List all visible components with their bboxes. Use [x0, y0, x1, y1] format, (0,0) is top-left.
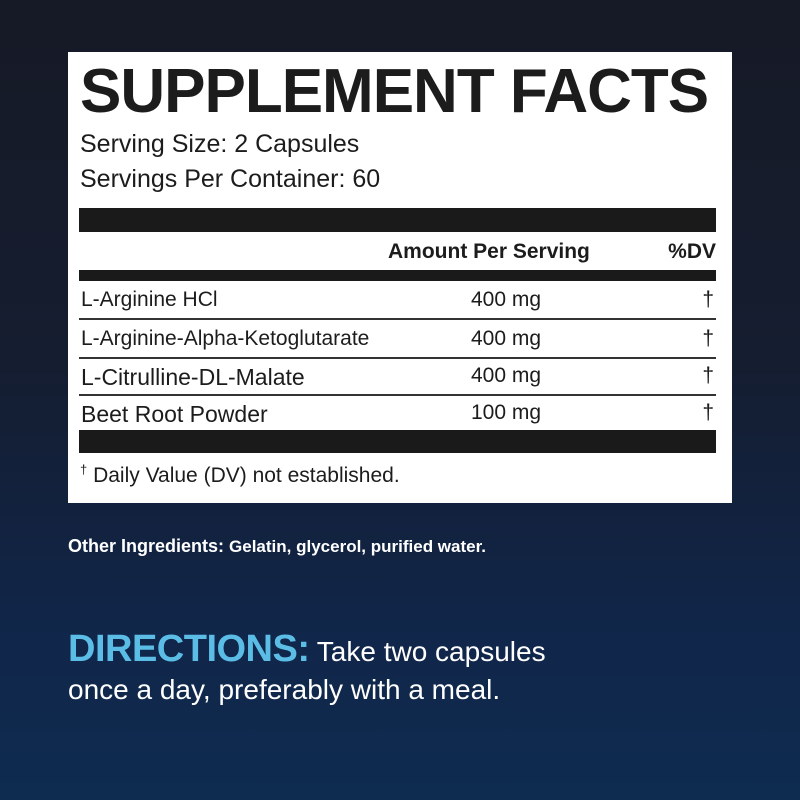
- ingredient-dv: †: [702, 327, 714, 350]
- ingredient-name: Beet Root Powder: [81, 401, 268, 427]
- other-ingredients: Other Ingredients: Gelatin, glycerol, pu…: [68, 536, 486, 557]
- directions-line1: Take two capsules: [316, 636, 546, 667]
- ingredient-dv: †: [702, 288, 714, 311]
- directions-line2: once a day, preferably with a meal.: [68, 674, 501, 705]
- header-amount: Amount Per Serving: [388, 240, 590, 263]
- supplement-facts-panel: SUPPLEMENT FACTS Serving Size: 2 Capsule…: [68, 52, 732, 503]
- ingredient-dv: †: [702, 364, 714, 387]
- ingredient-amount: 100 mg: [471, 401, 542, 424]
- table-row: L-Arginine HCl 400 mg †: [79, 281, 716, 320]
- footnote: † Daily Value (DV) not established.: [80, 462, 400, 488]
- ingredient-name: L-Arginine HCl: [81, 288, 218, 311]
- divider-bar: [79, 270, 716, 281]
- divider-bar: [79, 208, 716, 232]
- divider-bar: [79, 430, 716, 453]
- directions: DIRECTIONS: Take two capsules once a day…: [68, 630, 546, 709]
- ingredient-name: L-Arginine-Alpha-Ketoglutarate: [81, 327, 370, 350]
- table-row: L-Arginine-Alpha-Ketoglutarate 400 mg †: [79, 320, 716, 359]
- other-ingredients-value: Gelatin, glycerol, purified water.: [229, 537, 486, 556]
- ingredient-amount: 400 mg: [471, 364, 542, 387]
- ingredient-dv: †: [702, 401, 714, 424]
- directions-label: DIRECTIONS:: [68, 628, 310, 670]
- ingredient-name: L-Citrulline-DL-Malate: [81, 364, 305, 390]
- header-dv: %DV: [668, 240, 716, 263]
- serving-size: Serving Size: 2 Capsules: [80, 130, 360, 158]
- servings-per-container: Servings Per Container: 60: [80, 165, 381, 193]
- table-row: L-Citrulline-DL-Malate 400 mg †: [79, 357, 716, 396]
- panel-title: SUPPLEMENT FACTS: [80, 57, 709, 126]
- ingredient-amount: 400 mg: [471, 288, 542, 311]
- ingredient-amount: 400 mg: [471, 327, 542, 350]
- table-row: Beet Root Powder 100 mg †: [79, 394, 716, 431]
- footnote-mark: †: [80, 462, 88, 477]
- footnote-text: Daily Value (DV) not established.: [93, 464, 400, 487]
- other-ingredients-label: Other Ingredients:: [68, 536, 225, 556]
